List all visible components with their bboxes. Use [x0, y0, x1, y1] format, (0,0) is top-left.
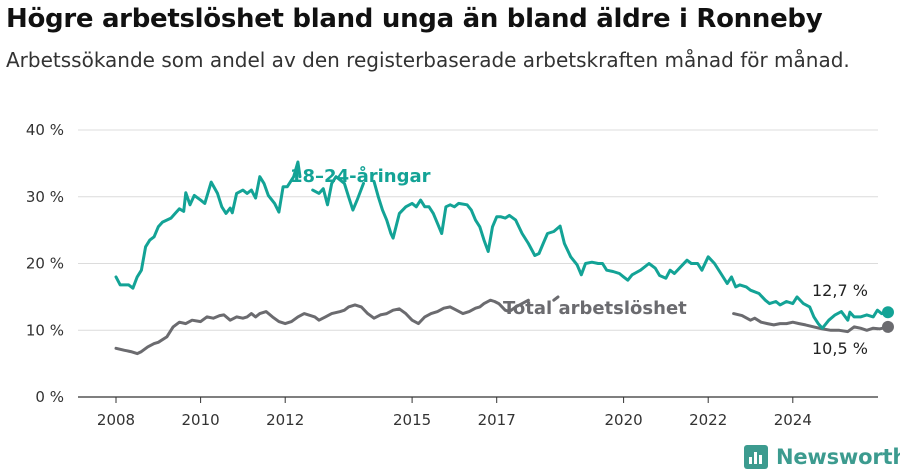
y-tick-label: 20 %	[26, 255, 64, 273]
chart-subtitle: Arbetssökande som andel av den registerb…	[6, 48, 850, 72]
x-tick-label: 2008	[97, 411, 135, 429]
x-tick-label: 2015	[393, 411, 431, 429]
chart-title: Högre arbetslöshet bland unga än bland ä…	[6, 4, 823, 34]
x-axis: 2008 2010 2012 2015 2017 2020 2022 2024	[97, 397, 812, 429]
y-tick-label: 10 %	[26, 321, 64, 339]
series-labels: 18–24-åringar Total arbetslöshet 12,7 % 10,…	[290, 165, 868, 358]
series-label-total: Total arbetslöshet	[503, 298, 687, 319]
bar-chart-icon	[744, 445, 768, 469]
x-tick-label: 2010	[182, 411, 220, 429]
y-tick-label: 0 %	[35, 388, 64, 406]
brand-name: Newsworthy	[776, 445, 900, 469]
x-tick-label: 2024	[774, 411, 812, 429]
y-tick-label: 30 %	[26, 188, 64, 206]
end-marker-0	[881, 306, 894, 319]
newsworthy-logo: Newsworthy	[744, 442, 900, 472]
x-tick-label: 2022	[689, 411, 727, 429]
series-line-0-segment-1	[311, 175, 365, 212]
end-value-youth: 12,7 %	[812, 281, 868, 300]
y-axis-ticks: 0 % 10 % 20 % 30 % 40 %	[26, 121, 64, 406]
x-tick-label: 2017	[478, 411, 516, 429]
series-label-youth: 18–24-åringar	[290, 165, 431, 187]
series-line-1-segment-2	[732, 312, 890, 334]
series-line-1-segment-1	[552, 295, 560, 302]
end-value-total: 10,5 %	[812, 339, 868, 358]
series-line-1-segment-0	[114, 298, 530, 356]
x-tick-label: 2012	[266, 411, 304, 429]
series-lines	[114, 160, 894, 356]
y-tick-label: 40 %	[26, 121, 64, 139]
grid-lines	[78, 129, 878, 398]
series-line-0-segment-0	[114, 160, 302, 290]
x-tick-label: 2020	[605, 411, 643, 429]
end-marker-1	[881, 320, 894, 333]
series-line-0-segment-2	[372, 179, 890, 330]
